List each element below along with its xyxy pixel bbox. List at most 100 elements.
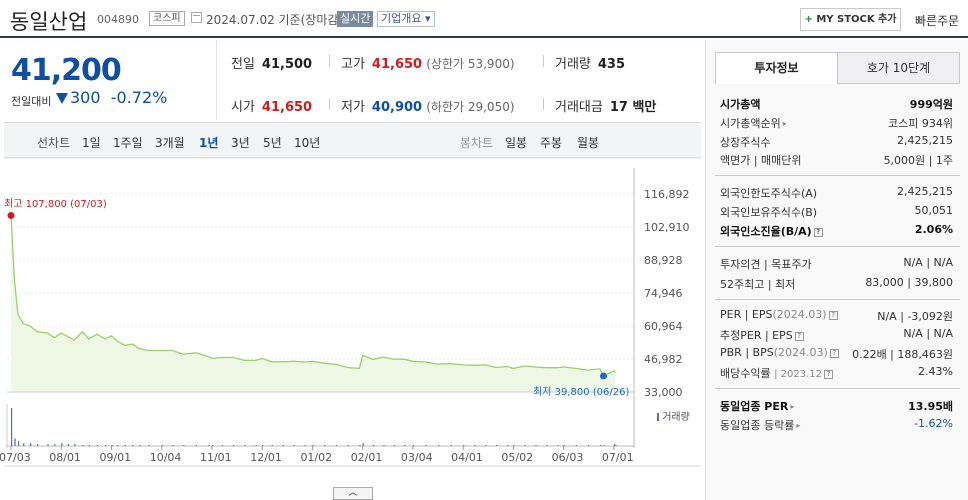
volume-bar xyxy=(262,445,264,446)
volume-bar xyxy=(324,445,326,446)
volume-bar xyxy=(61,443,63,446)
stock-header: 동일산업 004890 코스피 2024.07.02 기준(장마감) 실시간 기… xyxy=(0,0,968,38)
volume-bar xyxy=(438,445,440,446)
help-icon[interactable]: ? xyxy=(824,370,834,379)
company-overview-dropdown[interactable]: 기업개요 ▾ xyxy=(377,11,435,27)
volume-bar xyxy=(613,444,616,446)
market-cap-rank-row[interactable]: 시가총액순위 ▸ 코스피 934위 xyxy=(720,115,953,131)
x-tick-label: 05/02 xyxy=(501,451,534,464)
divider xyxy=(715,388,960,389)
realtime-button[interactable]: 실시간 xyxy=(337,11,374,27)
volume-bar xyxy=(124,445,126,446)
period-10y[interactable]: 10년 xyxy=(294,136,321,150)
period-1d[interactable]: 1일 xyxy=(82,136,101,150)
candle-chart-label: 봉차트 xyxy=(460,136,494,150)
price-line xyxy=(10,215,616,377)
volume-bar xyxy=(82,445,84,446)
candle-monthly[interactable]: 월봉 xyxy=(577,136,600,150)
tab-order-book[interactable]: 호가 10단계 xyxy=(837,52,960,84)
collapse-chart-button[interactable]: ︿ xyxy=(333,487,373,500)
y-tick-label: 46,982 xyxy=(644,353,683,366)
candle-daily[interactable]: 일봉 xyxy=(505,136,528,150)
chevron-up-icon: ︿ xyxy=(348,488,358,498)
volume-bar xyxy=(507,445,509,446)
period-3y[interactable]: 3년 xyxy=(231,136,250,150)
volume-bar xyxy=(393,445,395,446)
y-tick-label: 102,910 xyxy=(644,221,690,234)
prev-close-label: 전일 xyxy=(231,57,255,72)
plus-icon: + xyxy=(804,14,813,25)
volume-bar xyxy=(36,444,39,446)
market-cap-rank-label-wrap: 시가총액순위 ▸ xyxy=(720,115,787,131)
est-per-value: N/A | N/A xyxy=(903,327,953,340)
opinion-row: 투자의견 | 목표주가 N/A | N/A xyxy=(720,256,953,272)
price-chart[interactable]: 최고 107,800 (07/03) 최저 39,800 (06/26) 거래량… xyxy=(0,158,701,488)
open-label: 시가 xyxy=(231,100,255,115)
volume-bar xyxy=(450,445,452,446)
volume-bar xyxy=(535,445,537,446)
chevron-right-icon: ▸ xyxy=(782,119,787,128)
sector-change-value: -1.62% xyxy=(914,417,953,430)
chevron-down-icon: ▾ xyxy=(421,12,431,25)
x-tick-label: 06/03 xyxy=(551,451,584,464)
prev-close-value: 41,500 xyxy=(261,57,313,72)
upper-limit: (상한가 53,900) xyxy=(426,57,515,71)
volume-bar xyxy=(496,445,498,446)
volume-bar xyxy=(96,445,99,446)
period-3m[interactable]: 3개월 xyxy=(155,136,185,150)
volume-bar xyxy=(373,445,375,446)
volume-bar xyxy=(172,445,174,446)
quick-order-link[interactable]: 빠른주문 xyxy=(915,14,960,28)
tab-investment-info[interactable]: 투자정보 xyxy=(715,52,838,84)
volume-legend: 거래량 xyxy=(657,408,690,423)
price-area-fill xyxy=(11,215,616,392)
help-icon[interactable]: ? xyxy=(813,228,823,237)
period-1w[interactable]: 1주일 xyxy=(113,136,143,150)
divider xyxy=(329,98,330,110)
volume-bar xyxy=(615,445,617,446)
volume-bar xyxy=(183,445,185,446)
prev-close: 전일 41,500 xyxy=(231,53,312,72)
divider xyxy=(543,98,544,110)
y-tick-label: 60,964 xyxy=(644,320,683,333)
x-tick-label: 10/04 xyxy=(149,451,182,464)
candle-weekly[interactable]: 주봉 xyxy=(540,136,563,150)
high-label: 고가 xyxy=(341,57,365,72)
help-icon[interactable]: ? xyxy=(794,332,804,341)
x-tick-label: 09/01 xyxy=(99,451,132,464)
volume-bar xyxy=(105,445,107,446)
x-tick-label: 04/01 xyxy=(451,451,483,464)
foreign-ratio-label: 외국인소진율(B/A) xyxy=(720,225,812,238)
volume-bar xyxy=(195,445,198,446)
line-chart-label: 선차트 xyxy=(37,136,71,150)
foreign-hold-row: 외국인보유주식수(B) 50,051 xyxy=(720,204,953,220)
volume-bar xyxy=(587,445,590,446)
volume-bar xyxy=(304,445,306,446)
price-chart-svg xyxy=(4,158,701,467)
listed-shares-row: 상장주식수 2,425,215 xyxy=(720,134,953,150)
volume-bar xyxy=(74,444,76,446)
price-summary: 41,200 전일대비 300 -0.72% xyxy=(4,40,217,120)
foreign-limit-label: 외국인한도주식수(A) xyxy=(720,187,818,200)
foreign-hold-label: 외국인보유주식수(B) xyxy=(720,206,818,219)
volume-bar xyxy=(557,445,559,446)
dividend-value: 2.43% xyxy=(918,365,953,378)
period-5y[interactable]: 5년 xyxy=(263,136,282,150)
panel-tabs: 투자정보 호가 10단계 xyxy=(715,52,960,84)
volume-bar xyxy=(383,445,385,446)
market-cap-value: 999억원 xyxy=(909,98,953,111)
trade-amount: 거래대금 17 백만 xyxy=(555,96,656,115)
sector-per-row[interactable]: 동일업종 PER ▸ 13.95배 xyxy=(720,398,953,414)
period-1y[interactable]: 1년 xyxy=(199,136,219,150)
volume-bar xyxy=(139,445,141,446)
add-mystock-button[interactable]: + MY STOCK 추가 xyxy=(800,8,901,31)
foreign-ratio-label-wrap: 외국인소진율(B/A)? xyxy=(720,223,823,239)
volume-bar xyxy=(67,444,69,446)
per-eps-label: PER | EPS xyxy=(720,308,773,321)
stock-code: 004890 xyxy=(97,13,139,26)
help-icon[interactable]: ? xyxy=(829,349,839,358)
help-icon[interactable]: ? xyxy=(828,311,838,320)
volume-bar xyxy=(546,445,548,446)
pbr-bps-label: PBR | BPS xyxy=(720,346,774,359)
sector-change-row[interactable]: 동일업종 등락률 ▸ -1.62% xyxy=(720,417,953,433)
